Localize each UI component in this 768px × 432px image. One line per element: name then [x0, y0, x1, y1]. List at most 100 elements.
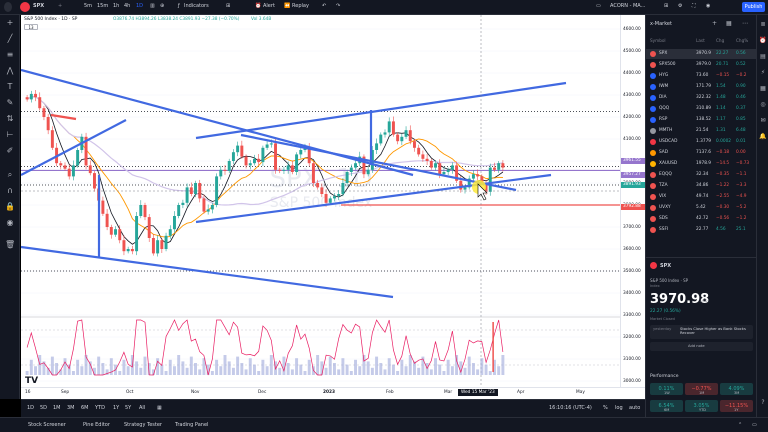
pattern-icon[interactable]: ⋀ — [6, 66, 14, 75]
tab-pine-editor[interactable]: Pine Editor — [83, 422, 110, 428]
range-ytd[interactable]: YTD — [95, 405, 105, 411]
price-axis[interactable]: 4600.00 4500.00 4400.00 4300.00 4200.00 4100.… — [620, 15, 646, 387]
range-5d[interactable]: 5D — [40, 405, 48, 411]
watchlist-row[interactable]: SAD 7137.6 −0.18 0.00 — [646, 148, 757, 158]
watchlist-row[interactable]: DIA 322.32 1.48 0.46 — [646, 93, 757, 103]
templates-icon[interactable]: ⊞ — [226, 3, 231, 9]
range-1y[interactable]: 1Y — [113, 405, 120, 411]
crosshair-icon[interactable]: + — [6, 18, 14, 27]
interval-1d[interactable]: 1D — [136, 3, 144, 9]
detail-symbol[interactable]: SPX — [660, 263, 672, 269]
channel-cross[interactable] — [240, 133, 517, 192]
watchlist-icon[interactable]: ≣ — [760, 21, 766, 28]
channel-top[interactable] — [195, 81, 567, 140]
layout-name[interactable]: ACORN - MA... — [610, 3, 646, 9]
interval-15m[interactable]: 15m — [97, 3, 109, 9]
watchlist-row[interactable]: SPX 3970.9 22.27 0.56 — [646, 49, 757, 59]
tab-strategy-tester[interactable]: Strategy Tester — [124, 422, 162, 428]
fib-icon[interactable]: ≡ — [6, 50, 14, 59]
notifications-icon[interactable]: 🔔 — [759, 133, 767, 140]
camera-icon[interactable]: ◉ — [706, 3, 711, 9]
watchlist-row[interactable]: RSP 138.52 1.17 0.85 — [646, 115, 757, 125]
text-tool-icon[interactable]: T — [7, 82, 13, 91]
range-1d[interactable]: 1D — [27, 405, 35, 411]
eye-icon[interactable]: ◉ — [6, 218, 14, 227]
plus-icon[interactable]: + — [58, 3, 63, 9]
collapse-panel-icon[interactable]: ⌃ — [738, 422, 743, 428]
data-window-icon[interactable]: ▤ — [760, 53, 766, 60]
tab-stock-screener[interactable]: Stock Screener — [28, 422, 66, 428]
magnet-icon[interactable]: ∩ — [7, 186, 13, 195]
auto-toggle[interactable]: auto — [629, 405, 641, 411]
maximize-panel-icon[interactable]: ▭ — [752, 422, 757, 428]
redo-icon[interactable]: ↷ — [336, 3, 341, 9]
interval-1h[interactable]: 1h — [113, 3, 120, 9]
indicators-button[interactable]: Indicators — [184, 3, 209, 9]
watchlist-row[interactable]: HYG 73.60 −0.15 −0.2 — [646, 71, 757, 81]
lock-icon[interactable]: 🔒 — [5, 202, 15, 211]
forecast-icon[interactable]: ⇅ — [6, 114, 14, 123]
replay-icon[interactable]: ⏪ — [284, 3, 291, 9]
zoom-icon[interactable]: ⌕ — [7, 170, 13, 179]
trendline-upper[interactable] — [21, 68, 414, 177]
watchlist-row[interactable]: UVXY 5.42 −0.30 −5.2 — [646, 203, 757, 213]
range-5y[interactable]: 5Y — [125, 405, 132, 411]
trash-icon[interactable]: 🗑 — [5, 240, 16, 249]
shapes-icon[interactable]: ✎ — [6, 98, 14, 107]
range-6m[interactable]: 6M — [81, 405, 89, 411]
candles-icon[interactable]: ▥ — [150, 3, 155, 9]
trend-line-icon[interactable]: ╱ — [7, 34, 13, 43]
watchlist-row[interactable]: QQQ 310.89 1.14 0.37 — [646, 104, 757, 114]
chat-icon[interactable]: ✉ — [760, 117, 766, 124]
brush-icon[interactable]: ✐ — [6, 146, 14, 155]
tab-trading-panel[interactable]: Trading Panel — [175, 422, 209, 428]
percent-toggle[interactable]: % — [603, 405, 608, 411]
range-3m[interactable]: 3M — [67, 405, 75, 411]
ruler-icon[interactable]: ⊢ — [6, 130, 14, 139]
chart-pane[interactable]: SPX, 1D S&P 500 Index TV S&P 500 Index ·… — [21, 15, 620, 387]
interval-4h[interactable]: 4h — [124, 3, 131, 9]
watchlist-layout-icon[interactable]: ▦ — [726, 20, 732, 27]
user-avatar[interactable] — [4, 2, 12, 12]
watchlist-title[interactable]: x-Market — [650, 21, 672, 27]
symbol-search[interactable]: SPX — [33, 3, 45, 9]
watchlist-row[interactable]: TZA 34.86 −1.22 −3.3 — [646, 181, 757, 191]
date-range-icon[interactable]: ▦ — [157, 405, 162, 411]
news-card[interactable]: yesterday Stocks Close Higher as Bank St… — [650, 325, 753, 339]
column-chg-pct[interactable]: Chg% — [736, 38, 749, 43]
trendline-lower[interactable] — [21, 245, 394, 299]
time-axis[interactable]: 16 Sep Oct Nov Dec 2023 Feb Mar Apr May … — [21, 387, 645, 399]
trendline-short[interactable] — [21, 119, 127, 176]
interval-5m[interactable]: 5m — [84, 3, 93, 9]
replay-button[interactable]: Replay — [292, 3, 309, 9]
watchlist-row[interactable]: VIX 49.74 −2.55 −4.9 — [646, 192, 757, 202]
compare-icon[interactable]: ⊕ — [160, 3, 165, 9]
layout-icon[interactable]: ▭ — [596, 3, 601, 9]
clock-readout[interactable]: 16:10:16 (UTC-4) — [549, 405, 592, 411]
add-note-button[interactable]: Add note — [650, 342, 753, 351]
watchlist-row[interactable]: SSFI 22.77 4.56 25.1 — [646, 225, 757, 235]
range-1m[interactable]: 1M — [53, 405, 61, 411]
watchlist-row[interactable]: EQQQ 32.34 −0.35 −1.1 — [646, 170, 757, 180]
undo-icon[interactable]: ↶ — [322, 3, 327, 9]
alert-button[interactable]: Alert — [263, 3, 275, 9]
column-chg[interactable]: Chg — [716, 38, 725, 43]
help-icon[interactable]: ? — [761, 399, 765, 406]
alerts-icon[interactable]: ⏰ — [759, 37, 767, 44]
indicators-icon[interactable]: ƒ — [178, 3, 180, 9]
layout-grid-icon[interactable]: ⊞ — [664, 3, 669, 9]
publish-button[interactable]: Publish — [742, 2, 765, 12]
watchlist-row[interactable]: XAUUSD 1978.9 −14.5 −0.73 — [646, 159, 757, 169]
calendar-icon[interactable]: ▦ — [760, 85, 766, 92]
legend-collapse-badge[interactable]: 13 — [24, 24, 38, 30]
add-symbol-icon[interactable]: + — [712, 20, 718, 27]
column-symbol[interactable]: Symbol — [650, 38, 666, 43]
watchlist-row[interactable]: SDS 42.72 −0.56 −1.2 — [646, 214, 757, 224]
hotlists-icon[interactable]: ⚡ — [760, 69, 766, 76]
ideas-icon[interactable]: ◎ — [760, 101, 766, 108]
range-all[interactable]: All — [139, 405, 146, 411]
channel-bottom[interactable] — [195, 173, 552, 224]
red-segment[interactable] — [50, 113, 77, 121]
log-toggle[interactable]: log — [615, 405, 623, 411]
chart-canvas[interactable]: SPX, 1D S&P 500 Index TV — [21, 15, 620, 387]
